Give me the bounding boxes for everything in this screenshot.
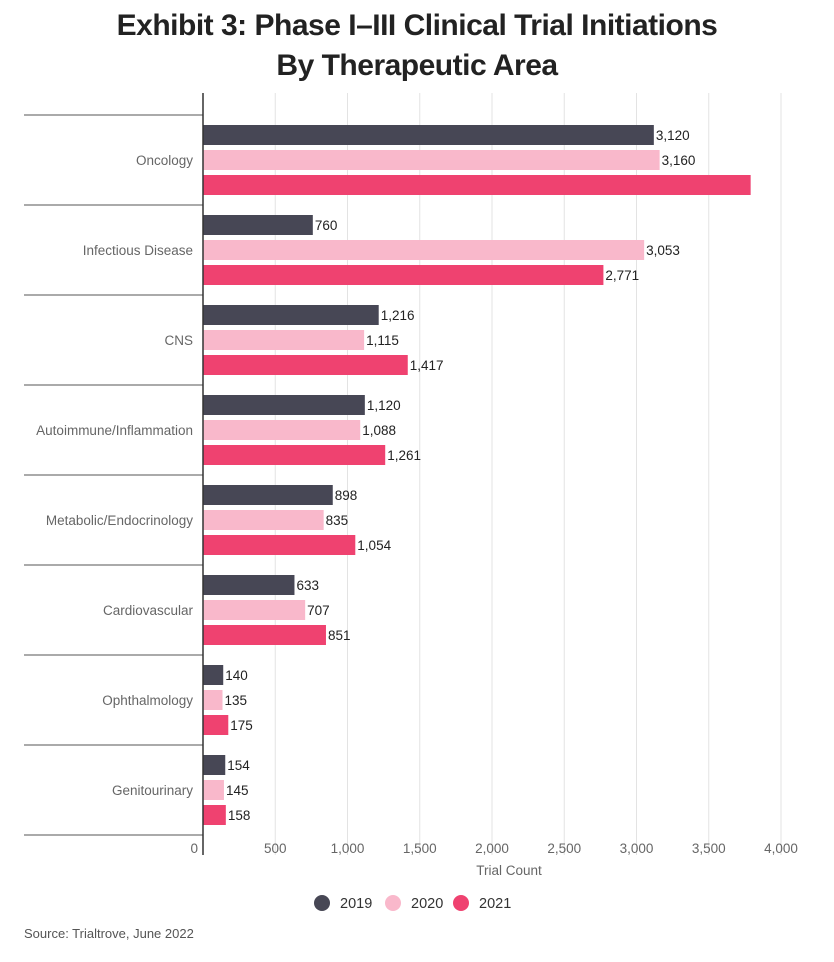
category-label: Oncology [136,153,193,168]
bar-2019-cardiovascular [203,575,295,595]
data-label: 1,417 [410,358,444,373]
category-label: CNS [164,333,193,348]
data-label: 1,115 [366,333,399,348]
category-label: Cardiovascular [103,603,194,618]
bar-2021-ophthalmology [203,715,229,735]
bar-2020-cns [203,330,365,350]
x-tick-label: 0 [190,841,198,856]
data-label: 1,216 [381,308,415,323]
data-label: 3,120 [656,128,690,143]
category-label: Autoimmune/Inflammation [36,423,193,438]
bar-2020-metabolic-endocrinology [203,510,324,530]
data-label: 898 [335,488,358,503]
bar-2019-genitourinary [203,755,226,775]
bar-2021-infectious-disease [203,265,604,285]
x-tick-label: 1,500 [403,841,437,856]
data-label: 140 [225,668,248,683]
bar-2021-metabolic-endocrinology [203,535,356,555]
data-label: 135 [225,693,248,708]
data-label: 3,053 [646,243,680,258]
data-label: 1,261 [387,448,421,463]
bar-2021-cardiovascular [203,625,326,645]
x-tick-label: 500 [264,841,287,856]
x-tick-label: 1,000 [331,841,365,856]
data-label: 1,054 [357,538,391,553]
bar-2019-cns [203,305,379,325]
bar-2019-metabolic-endocrinology [203,485,333,505]
bar-2020-cardiovascular [203,600,306,620]
bar-2019-autoimmune-inflammation [203,395,365,415]
legend-swatch-2021 [453,895,469,911]
legend-label-2021: 2021 [479,896,511,912]
data-label: 835 [326,513,349,528]
legend-label-2019: 2019 [340,896,372,912]
bar-2020-ophthalmology [203,690,223,710]
data-label: 3,160 [662,153,696,168]
bar-2020-genitourinary [203,780,224,800]
x-tick-label: 2,000 [475,841,509,856]
data-label: 145 [226,783,249,798]
chart-title-line-2: By Therapeutic Area [276,49,558,82]
source-note: Source: Trialtrove, June 2022 [24,926,194,941]
bar-2019-infectious-disease [203,215,313,235]
data-label: 154 [227,758,250,773]
bar-2020-infectious-disease [203,240,645,260]
x-tick-label: 3,000 [620,841,654,856]
bar-2020-oncology [203,150,660,170]
category-label: Infectious Disease [83,243,193,258]
category-label: Metabolic/Endocrinology [46,513,193,528]
data-label: 760 [315,218,338,233]
data-label: 2,771 [605,268,639,283]
data-label: 851 [328,628,351,643]
data-label: 175 [230,718,253,733]
x-tick-label: 3,500 [692,841,726,856]
data-label: 633 [296,578,319,593]
legend-swatch-2020 [385,895,401,911]
data-label: 1,088 [362,423,396,438]
x-axis-title: Trial Count [476,863,542,878]
bar-2019-oncology [203,125,654,145]
bar-2021-oncology [203,175,751,195]
bar-2020-autoimmune-inflammation [203,420,361,440]
legend-swatch-2019 [314,895,330,911]
x-tick-label: 4,000 [764,841,798,856]
data-label: 707 [307,603,330,618]
data-label: 158 [228,808,251,823]
data-label: 1,120 [367,398,401,413]
legend-label-2020: 2020 [411,896,443,912]
bar-2021-autoimmune-inflammation [203,445,386,465]
x-tick-label: 2,500 [547,841,581,856]
category-label: Genitourinary [112,783,193,798]
bar-2019-ophthalmology [203,665,224,685]
category-label: Ophthalmology [102,693,193,708]
bar-2021-cns [203,355,408,375]
chart-title-line-1: Exhibit 3: Phase I–III Clinical Trial In… [116,9,718,42]
chart-title: Exhibit 3: Phase I–III Clinical Trial In… [0,6,834,86]
bar-2021-genitourinary [203,805,226,825]
